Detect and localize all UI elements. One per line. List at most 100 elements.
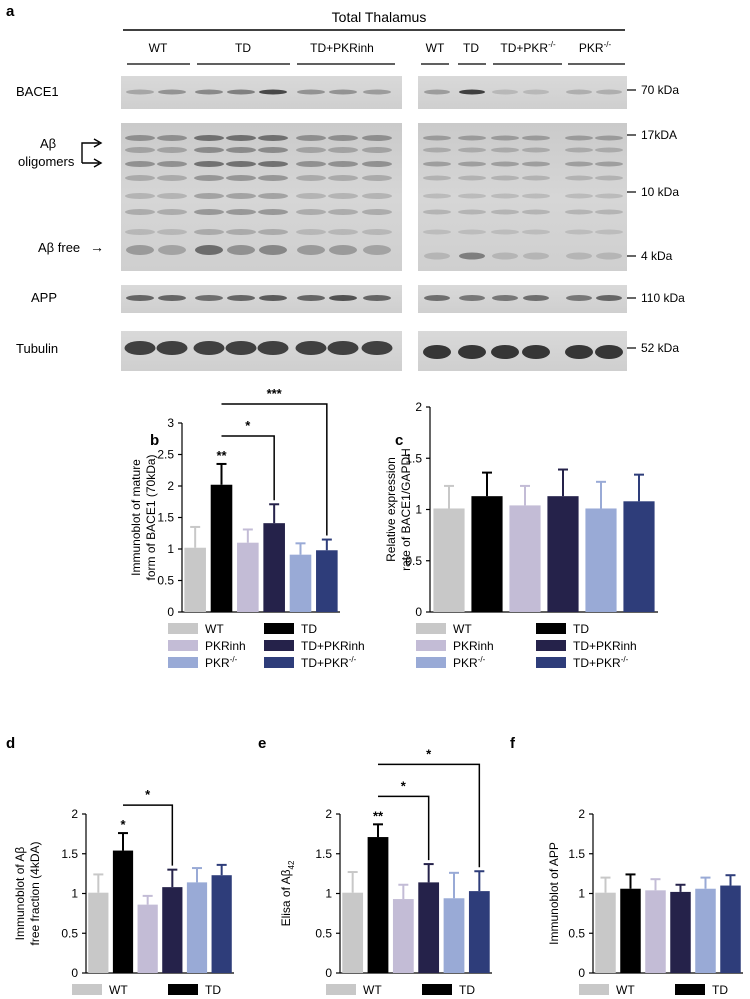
blot-band — [566, 295, 592, 301]
blot-band — [258, 193, 288, 199]
y-tick-label: 1 — [325, 887, 332, 901]
chart-panel-b: 0 0.5 1 1.5 2 2.5 3 Immunoblot of matureform of… — [129, 386, 365, 670]
blot-band — [522, 209, 550, 215]
blot-band — [258, 175, 288, 181]
blot-app-right — [418, 285, 627, 313]
blot-band — [491, 175, 519, 181]
blot-band — [361, 341, 393, 355]
y-tick-label: 2.5 — [157, 448, 174, 462]
blot-band — [596, 89, 622, 95]
y-axis-label: Immunoblot of matureform of BACE1 (70kDa… — [129, 454, 158, 580]
blot-band — [565, 147, 593, 153]
row-label-bace1: BACE1 — [16, 84, 59, 99]
bar-pkrinh — [237, 542, 259, 612]
blot-band — [522, 193, 550, 199]
blot-band — [125, 161, 155, 167]
legend-label: TD — [301, 622, 317, 636]
y-tick-label: 1.5 — [61, 847, 78, 861]
legend-swatch — [416, 640, 446, 651]
group-label-wt-left: WT — [149, 41, 168, 55]
blot-band — [194, 209, 224, 215]
marker-17kda: 17kDA — [641, 128, 677, 142]
blot-band — [125, 229, 155, 235]
bar-pkr- — [695, 888, 716, 973]
blot-band — [491, 135, 519, 141]
bar-pkr- — [585, 508, 617, 612]
y-tick-label: 2 — [415, 400, 422, 414]
legend-swatch — [264, 640, 294, 651]
blot-band — [458, 175, 486, 181]
bar-td-pkr- — [316, 550, 338, 612]
blot-band — [227, 295, 255, 301]
blot-band — [491, 209, 519, 215]
group-label-tdpkrinh: TD+PKRinh — [310, 41, 374, 55]
blot-band — [157, 161, 187, 167]
blot-band — [565, 135, 593, 141]
blot-band — [423, 209, 451, 215]
blot-band — [258, 147, 288, 153]
bar-wt — [184, 547, 206, 612]
blot-band — [565, 209, 593, 215]
y-tick-label: 0.5 — [568, 926, 585, 940]
abeta-free-arrow: → — [90, 239, 104, 255]
legend-label: TD+PKRinh — [573, 639, 637, 653]
blot-band — [596, 295, 622, 301]
bar-td-pkr- — [468, 891, 490, 973]
y-tick-label: 2 — [71, 807, 78, 821]
bracket-label: * — [426, 746, 432, 761]
blot-band — [157, 209, 187, 215]
blot-band — [296, 147, 326, 153]
blot-band — [595, 209, 623, 215]
blot-band — [566, 89, 592, 95]
y-tick-label: 0.5 — [315, 926, 332, 940]
blot-band — [258, 135, 288, 141]
y-tick-label: 1.5 — [157, 511, 174, 525]
legend-swatch — [416, 623, 446, 634]
bar-pkr- — [186, 882, 208, 973]
y-tick-label: 1.5 — [405, 451, 422, 465]
significance-bracket — [378, 763, 481, 868]
group-label-tdpkrko: TD+PKR-/- — [500, 40, 556, 55]
legend-label: TD — [573, 622, 589, 636]
legend-swatch — [536, 657, 566, 668]
bar-td — [210, 484, 233, 612]
y-axis-label: Relative expressionrate of BACE1/GAPDH — [384, 448, 413, 571]
legend-label: PKRinh — [205, 639, 246, 653]
y-tick-label: 0 — [71, 966, 78, 980]
legend-label: WT — [109, 983, 128, 997]
bar-wt — [433, 508, 465, 612]
blot-band — [158, 89, 186, 95]
blot-bace1-right — [418, 76, 627, 109]
blot-band — [458, 345, 486, 359]
legend-swatch — [168, 984, 198, 995]
blot-band — [328, 193, 358, 199]
blot-band — [522, 345, 550, 359]
y-tick-label: 1.5 — [315, 847, 332, 861]
blot-band — [492, 295, 518, 301]
y-tick-label: 0.5 — [157, 574, 174, 588]
blot-band — [226, 229, 256, 235]
western-blot: Total Thalamus WT TD TD+PKRinh WT TD TD+… — [16, 9, 685, 371]
blot-band — [157, 135, 187, 141]
oligomer-bracket-arrow — [81, 142, 99, 164]
y-tick-label: 0.5 — [61, 926, 78, 940]
legend-swatch — [675, 984, 705, 995]
blot-band — [329, 295, 357, 301]
bracket-label: * — [401, 778, 407, 793]
blot-band — [565, 175, 593, 181]
blot-band — [195, 245, 223, 255]
blot-band — [125, 135, 155, 141]
y-tick-label: 2 — [325, 807, 332, 821]
group-label-wt-right: WT — [426, 41, 445, 55]
row-label-app: APP — [31, 290, 57, 305]
bar-td — [112, 850, 134, 973]
blot-band — [491, 345, 519, 359]
blot-band — [565, 161, 593, 167]
blot-band — [126, 245, 154, 255]
legend-label: TD — [459, 983, 475, 997]
blot-band — [362, 175, 392, 181]
blot-header: Total Thalamus — [332, 9, 427, 25]
blot-band — [595, 229, 623, 235]
bar-td — [471, 496, 503, 612]
